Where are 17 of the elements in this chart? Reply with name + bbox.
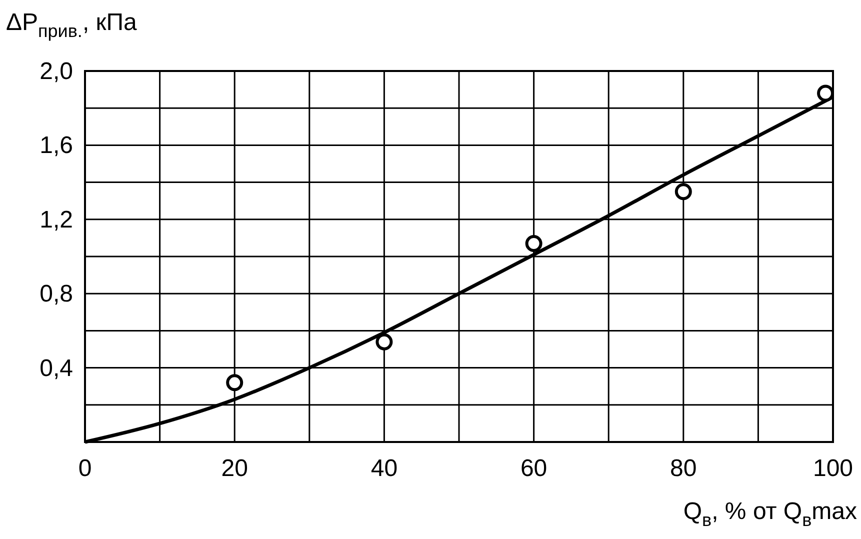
x-tick-label: 0 [78, 455, 92, 482]
y-axis-title: ΔP$_{прив.}$, кПа [6, 9, 138, 41]
y-tick-label: 0,8 [40, 280, 73, 308]
point [525, 235, 542, 252]
y-tick-label: 1,2 [40, 206, 73, 234]
x-tick-label: 100 [812, 455, 854, 482]
x-tick-label: 80 [670, 455, 697, 482]
y-tick-label: 0,4 [40, 354, 73, 382]
x-tick-label: 20 [221, 455, 248, 482]
y-tick-label: 1,6 [40, 132, 73, 160]
x-axis-title: Q$_{в}$, % от Q$_{в}$max [683, 498, 857, 530]
point [226, 374, 244, 392]
x-tick-label: 40 [370, 455, 398, 482]
point [376, 333, 393, 350]
point [674, 183, 692, 200]
x-tick-label: 60 [520, 455, 548, 482]
y-tick-label: 2,0 [40, 58, 73, 85]
